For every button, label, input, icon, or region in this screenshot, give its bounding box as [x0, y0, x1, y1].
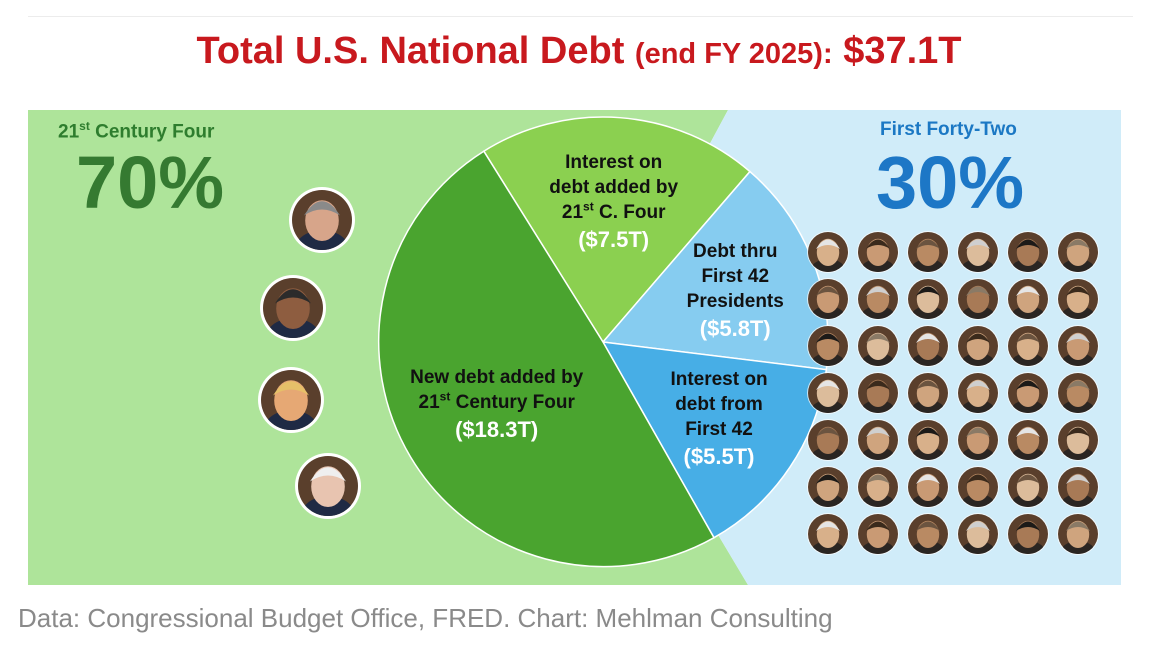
- portrait-first42-30: [1057, 419, 1099, 461]
- portrait-first42-39: [907, 513, 949, 555]
- portrait-first42-42: [1057, 513, 1099, 555]
- portrait-first42-20: [857, 372, 899, 414]
- portrait-donald-trump: [258, 367, 324, 433]
- portrait-first42-1: [807, 231, 849, 273]
- title-total: $37.1T: [843, 30, 962, 72]
- portrait-first42-25: [807, 419, 849, 461]
- portrait-first42-3: [907, 231, 949, 273]
- slice-label-debt42: Debt thru First 42 Presidents ($5.8T): [625, 239, 845, 344]
- slice-label-new21: New debt added by 21st Century Four ($18.3…: [387, 365, 607, 445]
- slice-amount-int42: ($5.5T): [683, 443, 755, 469]
- portrait-barack-obama: [260, 275, 326, 341]
- portrait-first42-36: [1057, 466, 1099, 508]
- portrait-first42-38: [857, 513, 899, 555]
- chart-title: Total U.S. National Debt (end FY 2025): …: [0, 30, 1158, 73]
- portrait-first42-6: [1057, 231, 1099, 273]
- portrait-first42-23: [1007, 372, 1049, 414]
- portrait-first42-10: [957, 278, 999, 320]
- portrait-first42-17: [1007, 325, 1049, 367]
- chart-panel: 21st Century Four 70% First Forty-Two 30…: [28, 110, 1121, 585]
- portrait-first42-15: [907, 325, 949, 367]
- portrait-first42-21: [907, 372, 949, 414]
- portrait-first42-18: [1057, 325, 1099, 367]
- left-group-label: 21st Century Four: [58, 119, 215, 143]
- title-main: Total U.S. National Debt: [196, 30, 625, 72]
- portrait-first42-12: [1057, 278, 1099, 320]
- portrait-first42-27: [907, 419, 949, 461]
- slice-amount-new21: ($18.3T): [455, 417, 539, 443]
- portrait-joe-biden: [295, 453, 361, 519]
- portrait-first42-9: [907, 278, 949, 320]
- portrait-first42-7: [807, 278, 849, 320]
- right-group-percent: 30%: [876, 141, 1025, 224]
- portrait-first42-31: [807, 466, 849, 508]
- portrait-george-w-bush: [289, 187, 355, 253]
- chart-svg: [28, 110, 1121, 585]
- portrait-first42-35: [1007, 466, 1049, 508]
- portrait-first42-19: [807, 372, 849, 414]
- portrait-first42-4: [957, 231, 999, 273]
- portrait-first42-34: [957, 466, 999, 508]
- left-group-percent: 70%: [76, 141, 225, 224]
- portrait-first42-37: [807, 513, 849, 555]
- portrait-first42-32: [857, 466, 899, 508]
- portrait-first42-22: [957, 372, 999, 414]
- portrait-first42-26: [857, 419, 899, 461]
- portrait-first42-40: [957, 513, 999, 555]
- portrait-first42-2: [857, 231, 899, 273]
- source-footer: Data: Congressional Budget Office, FRED.…: [18, 603, 833, 633]
- title-paren: (end FY 2025):: [634, 38, 833, 70]
- portrait-first42-29: [1007, 419, 1049, 461]
- portrait-first42-8: [857, 278, 899, 320]
- slice-amount-int21: ($7.5T): [578, 227, 650, 253]
- portrait-first42-14: [857, 325, 899, 367]
- slice-label-int42: Interest on debt from First 42 ($5.5T): [609, 367, 829, 472]
- slice-amount-debt42: ($5.8T): [699, 315, 771, 341]
- right-group-label: First Forty-Two: [880, 119, 1017, 140]
- portrait-first42-11: [1007, 278, 1049, 320]
- slice-label-int21: Interest on debt added by 21st C. Four ($7.…: [504, 150, 724, 255]
- portrait-first42-33: [907, 466, 949, 508]
- portrait-first42-24: [1057, 372, 1099, 414]
- portrait-first42-41: [1007, 513, 1049, 555]
- portrait-first42-28: [957, 419, 999, 461]
- portrait-first42-16: [957, 325, 999, 367]
- pie-slice-int21: [482, 116, 751, 344]
- top-divider: [28, 16, 1133, 17]
- portrait-first42-13: [807, 325, 849, 367]
- pie-slice-new21: [377, 150, 716, 568]
- portrait-first42-5: [1007, 231, 1049, 273]
